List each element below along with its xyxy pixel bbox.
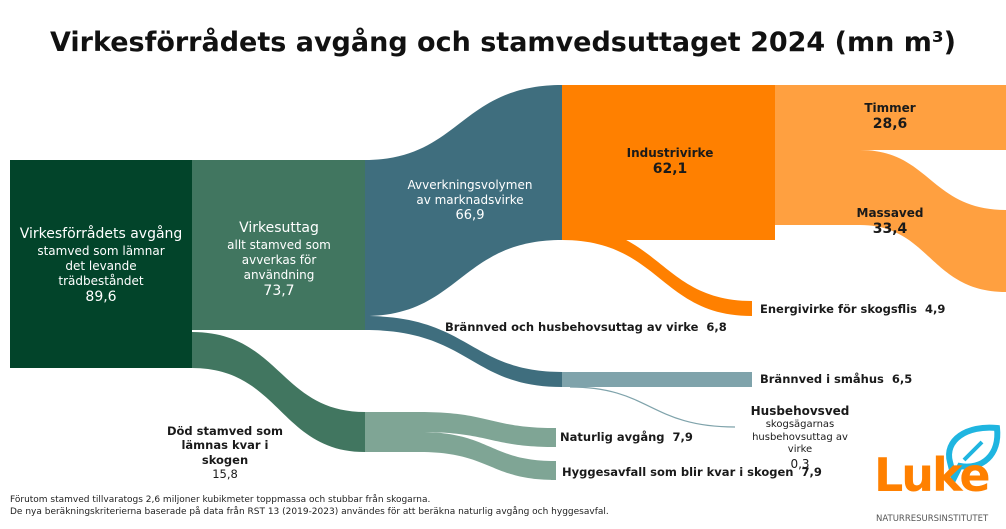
footnote-1: Förutom stamved tillvaratogs 2,6 miljone… — [10, 495, 431, 505]
label-energi: Energivirke för skogsflis 4,9 — [760, 302, 945, 316]
uttag-name: Virkesuttag — [239, 220, 319, 236]
avverkning-value: 66,9 — [455, 208, 485, 223]
uttag-value: 73,7 — [263, 282, 295, 299]
bar-hygges — [551, 461, 556, 480]
massaved-value: 33,4 — [872, 221, 908, 237]
avgang-name: Virkesförrådets avgång — [19, 226, 183, 242]
brannved-husbehov-value: 6,8 — [706, 320, 727, 334]
flow-massaved — [775, 150, 1006, 292]
label-timmer: Timmer 28,6 — [820, 101, 960, 134]
uttag-desc: allt stamved som avverkas för användning — [227, 237, 331, 282]
bar-brannved-smahus — [562, 372, 752, 387]
dod-name: Död stamved som lämnas kvar i skogen — [166, 424, 284, 467]
logo-subtitle: NATURRESURSINSTITUTET — [876, 514, 989, 524]
brannved-husbehov-name: Brännved och husbehovsuttag av virke — [445, 320, 699, 334]
timmer-value: 28,6 — [872, 116, 908, 132]
node-uttag — [192, 160, 365, 330]
label-industri: Industrivirke 62,1 — [600, 146, 740, 179]
flow-naturlig — [365, 412, 555, 447]
dod-value: 15,8 — [212, 467, 238, 482]
energi-name: Energivirke för skogsflis — [760, 302, 917, 316]
avgang-value: 89,6 — [85, 288, 117, 305]
node-avgang — [10, 160, 192, 368]
industri-value: 62,1 — [652, 161, 688, 177]
label-brannved-smahus: Brännved i småhus 6,5 — [760, 372, 912, 386]
footnotes: Förutom stamved tillvaratogs 2,6 miljone… — [10, 494, 609, 518]
label-brannved-husbehov: Brännved och husbehovsuttag av virke 6,8 — [445, 320, 727, 334]
label-dod: Död stamved som lämnas kvar i skogen 15,… — [160, 424, 290, 482]
naturlig-name: Naturlig avgång — [560, 430, 665, 444]
label-avverkning: Avverkningsvolymen av marknadsvirke 66,9 — [400, 178, 540, 224]
flow-timmer — [775, 85, 1006, 150]
label-massaved: Massaved 33,4 — [820, 206, 960, 239]
node-industri — [562, 85, 775, 240]
flow-dod — [192, 332, 365, 452]
hygges-value: 7,9 — [801, 465, 822, 479]
timmer-name: Timmer — [864, 101, 916, 115]
naturlig-value: 7,9 — [672, 430, 693, 444]
chart-title: Virkesförrådets avgång och stamvedsuttag… — [49, 27, 957, 58]
flow-brannved — [365, 316, 562, 387]
brannved-smahus-name: Brännved i småhus — [760, 372, 884, 386]
hygges-name: Hyggesavfall som blir kvar i skogen — [562, 465, 794, 479]
avgang-desc: stamved som lämnar det levande trädbestå… — [37, 243, 165, 288]
energi-value: 4,9 — [925, 302, 946, 316]
node-avverkning — [365, 85, 562, 316]
husbehovsved-desc: skogsägarnas husbehovsuttag av virke — [752, 419, 848, 455]
luke-logo: Luke NATURRESURSINSTITUTET — [872, 420, 1006, 529]
label-uttag: Virkesuttag allt stamved som avverkas fö… — [195, 220, 363, 300]
label-hygges: Hyggesavfall som blir kvar i skogen 7,9 — [562, 465, 822, 479]
label-naturlig: Naturlig avgång 7,9 — [560, 430, 693, 444]
label-avgang: Virkesförrådets avgång stamved som lämna… — [14, 226, 188, 306]
industri-name: Industrivirke — [626, 146, 714, 160]
massaved-name: Massaved — [856, 206, 924, 220]
label-husbehovsved: Husbehovsved skogsägarnas husbehovsuttag… — [725, 404, 875, 472]
flow-energi — [562, 225, 752, 316]
flow-hygges — [365, 432, 555, 480]
footnote-2: De nya beräkningskriterierna baserade på… — [10, 507, 609, 518]
leaf-icon — [946, 424, 1001, 487]
logo-text: Luke — [874, 448, 991, 502]
bar-naturlig — [551, 428, 556, 447]
flow-husbehovsved — [569, 386, 736, 428]
avverkning-name: Avverkningsvolymen av marknadsvirke — [407, 178, 533, 207]
brannved-smahus-value: 6,5 — [891, 372, 913, 386]
husbehovsved-name: Husbehovsved — [750, 404, 850, 418]
husbehovsved-value: 0,3 — [790, 456, 810, 471]
